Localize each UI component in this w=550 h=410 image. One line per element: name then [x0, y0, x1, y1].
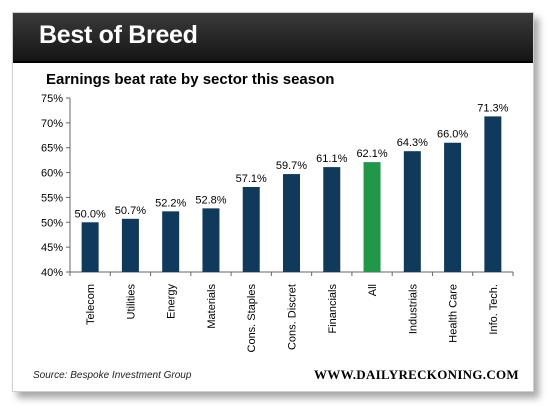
- value-label: 64.3%: [397, 137, 428, 149]
- category-label: Financials: [327, 284, 339, 334]
- category-label: Cons. Staples: [246, 284, 258, 353]
- value-label: 59.7%: [276, 160, 307, 172]
- y-tick-label: 65%: [41, 143, 63, 155]
- y-tick-label: 45%: [41, 242, 63, 254]
- y-tick-label: 55%: [41, 192, 63, 204]
- category-label: Telecom: [85, 284, 97, 325]
- value-label: 50.7%: [115, 205, 146, 217]
- value-label: 62.1%: [356, 148, 387, 160]
- bar: [283, 174, 300, 272]
- y-tick-label: 40%: [41, 267, 63, 279]
- category-label: Energy: [166, 284, 178, 319]
- value-label: 61.1%: [316, 153, 347, 165]
- source-note: Source: Bespoke Investment Group: [33, 370, 192, 381]
- category-label: Utilities: [125, 284, 137, 320]
- y-tick-label: 50%: [41, 217, 63, 229]
- chart-title: Earnings beat rate by sector this season: [46, 71, 335, 88]
- bar: [444, 142, 462, 272]
- value-label: 71.3%: [477, 102, 508, 114]
- category-label: Materials: [206, 284, 218, 329]
- category-label: Cons. Discret: [287, 284, 299, 350]
- category-label: Info. Tech.: [488, 284, 500, 335]
- bar: [202, 208, 220, 272]
- bar-chart: 40% 45% 50% 55% 60% 65% 70% 75% 50.0% Telecom 50.7…: [41, 93, 514, 353]
- value-label: 66.0%: [437, 129, 468, 141]
- y-tick-label: 60%: [41, 168, 63, 180]
- category-label: Industrials: [407, 284, 419, 335]
- value-label: 52.8%: [195, 194, 226, 206]
- bar: [363, 162, 381, 272]
- category-label: All: [367, 284, 379, 296]
- bar: [81, 222, 99, 272]
- header-bar: Best of Breed: [13, 13, 533, 63]
- y-tick-label: 70%: [41, 118, 63, 130]
- bar: [242, 186, 260, 272]
- header-title: Best of Breed: [39, 21, 198, 49]
- bar: [121, 218, 139, 272]
- chart-frame: Best of Breed Earnings beat rate by sect…: [12, 12, 534, 392]
- bar: [484, 116, 502, 272]
- value-label: 50.0%: [75, 208, 106, 220]
- y-tick-label: 75%: [41, 93, 63, 105]
- value-label: 52.2%: [155, 197, 186, 209]
- brand-url: WWW.DAILYRECKONING.COM: [314, 367, 519, 382]
- bar: [403, 151, 421, 272]
- category-label: Health Care: [448, 284, 460, 343]
- bar: [323, 167, 341, 272]
- value-label: 57.1%: [236, 173, 267, 185]
- bar: [162, 211, 180, 272]
